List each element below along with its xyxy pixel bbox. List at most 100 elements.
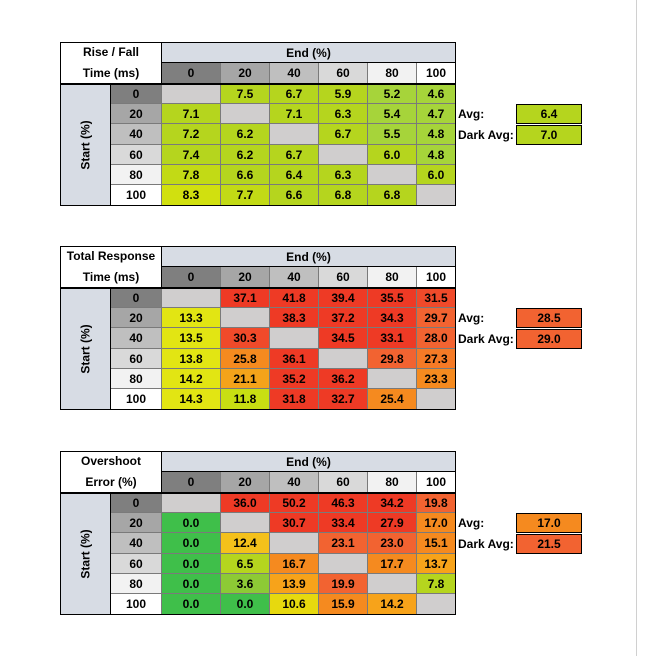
data-cell: 23.1 <box>319 533 368 554</box>
data-cell: 25.4 <box>368 389 417 410</box>
column-header: 40 <box>270 63 319 84</box>
data-cell: 6.6 <box>221 165 270 185</box>
table-title-line2: Time (ms) <box>82 270 140 284</box>
row-header: 80 <box>111 574 162 594</box>
data-cell: 32.7 <box>319 389 368 410</box>
rise-fall-time-table: Rise / Fall Time (ms) End (%) Start (%) 0 20 4… <box>60 42 456 206</box>
data-cell: 7.2 <box>162 124 221 145</box>
column-header: 0 <box>162 63 221 84</box>
start-percent-label: Start (%) <box>78 323 93 374</box>
data-cell: 21.1 <box>221 369 270 389</box>
row-header: 0 <box>111 493 162 513</box>
diagonal-cell <box>221 513 270 533</box>
data-cell: 4.8 <box>417 145 456 165</box>
data-cell: 5.9 <box>319 84 368 104</box>
column-header: 0 <box>162 472 221 493</box>
data-cell: 37.2 <box>319 308 368 328</box>
diagonal-cell <box>221 308 270 328</box>
data-cell: 0.0 <box>162 574 221 594</box>
data-cell: 33.1 <box>368 328 417 349</box>
data-cell: 37.1 <box>221 288 270 308</box>
table-title-line1: Rise / Fall <box>82 45 140 59</box>
diagonal-cell <box>319 145 368 165</box>
data-cell: 7.7 <box>221 185 270 206</box>
data-cell: 41.8 <box>270 288 319 308</box>
end-percent-header: End (%) <box>162 246 456 267</box>
header-divider <box>60 492 456 494</box>
data-cell: 39.4 <box>319 288 368 308</box>
row-header: 40 <box>111 533 162 554</box>
diagonal-cell <box>162 288 221 308</box>
data-cell: 30.3 <box>221 328 270 349</box>
data-cell: 6.5 <box>221 554 270 574</box>
column-header: 20 <box>221 267 270 288</box>
table-title-line1: Total Response <box>66 249 156 263</box>
row-header: 0 <box>111 288 162 308</box>
row-header: 20 <box>111 104 162 124</box>
start-percent-header: Start (%) <box>60 84 111 206</box>
row-header: 60 <box>111 349 162 369</box>
data-cell: 12.4 <box>221 533 270 554</box>
data-cell: 36.2 <box>319 369 368 389</box>
data-cell: 7.8 <box>162 165 221 185</box>
data-cell: 5.2 <box>368 84 417 104</box>
table-title-line2: Error (%) <box>85 475 137 489</box>
table-title: Overshoot Error (%) <box>60 451 162 493</box>
data-cell: 7.8 <box>417 574 456 594</box>
data-cell: 10.6 <box>270 594 319 615</box>
data-cell: 19.9 <box>319 574 368 594</box>
row-header: 40 <box>111 328 162 349</box>
diagonal-cell <box>368 574 417 594</box>
diagonal-cell <box>162 84 221 104</box>
data-cell: 50.2 <box>270 493 319 513</box>
data-cell: 38.3 <box>270 308 319 328</box>
data-cell: 35.2 <box>270 369 319 389</box>
data-cell: 4.6 <box>417 84 456 104</box>
data-cell: 4.7 <box>417 104 456 124</box>
diagonal-cell <box>417 389 456 410</box>
row-header: 0 <box>111 84 162 104</box>
diagonal-cell <box>270 124 319 145</box>
data-cell: 16.7 <box>270 554 319 574</box>
table-title: Rise / Fall Time (ms) <box>60 42 162 84</box>
avg-value: 28.5 <box>516 308 582 328</box>
end-percent-header: End (%) <box>162 451 456 472</box>
diagonal-cell <box>368 369 417 389</box>
data-cell: 0.0 <box>162 533 221 554</box>
data-cell: 17.7 <box>368 554 417 574</box>
column-header: 20 <box>221 472 270 493</box>
data-cell: 28.0 <box>417 328 456 349</box>
column-header: 100 <box>417 472 456 493</box>
overshoot-error-table: Overshoot Error (%) End (%) Start (%) 0 20 40 6… <box>60 451 456 615</box>
data-cell: 13.9 <box>270 574 319 594</box>
column-header: 60 <box>319 63 368 84</box>
data-cell: 13.8 <box>162 349 221 369</box>
dark-avg-value: 21.5 <box>516 534 582 554</box>
data-cell: 34.3 <box>368 308 417 328</box>
data-cell: 13.7 <box>417 554 456 574</box>
row-header: 60 <box>111 554 162 574</box>
column-header: 100 <box>417 267 456 288</box>
data-cell: 27.9 <box>368 513 417 533</box>
data-cell: 29.7 <box>417 308 456 328</box>
data-cell: 36.0 <box>221 493 270 513</box>
data-cell: 7.5 <box>221 84 270 104</box>
data-cell: 0.0 <box>162 513 221 533</box>
dark-avg-label: Dark Avg: <box>458 332 514 346</box>
start-percent-label: Start (%) <box>78 119 93 170</box>
data-cell: 13.3 <box>162 308 221 328</box>
data-cell: 25.8 <box>221 349 270 369</box>
overshoot-summary: Avg: 17.0 Dark Avg: 21.5 <box>456 513 586 557</box>
data-cell: 34.5 <box>319 328 368 349</box>
data-cell: 15.1 <box>417 533 456 554</box>
start-percent-header: Start (%) <box>60 288 111 410</box>
data-cell: 6.7 <box>270 84 319 104</box>
column-header: 80 <box>368 472 417 493</box>
data-cell: 15.9 <box>319 594 368 615</box>
table-title-line2: Time (ms) <box>82 66 140 80</box>
row-header: 100 <box>111 389 162 410</box>
dark-avg-value: 29.0 <box>516 329 582 349</box>
diagonal-cell <box>270 328 319 349</box>
data-cell: 30.7 <box>270 513 319 533</box>
diagonal-cell <box>270 533 319 554</box>
